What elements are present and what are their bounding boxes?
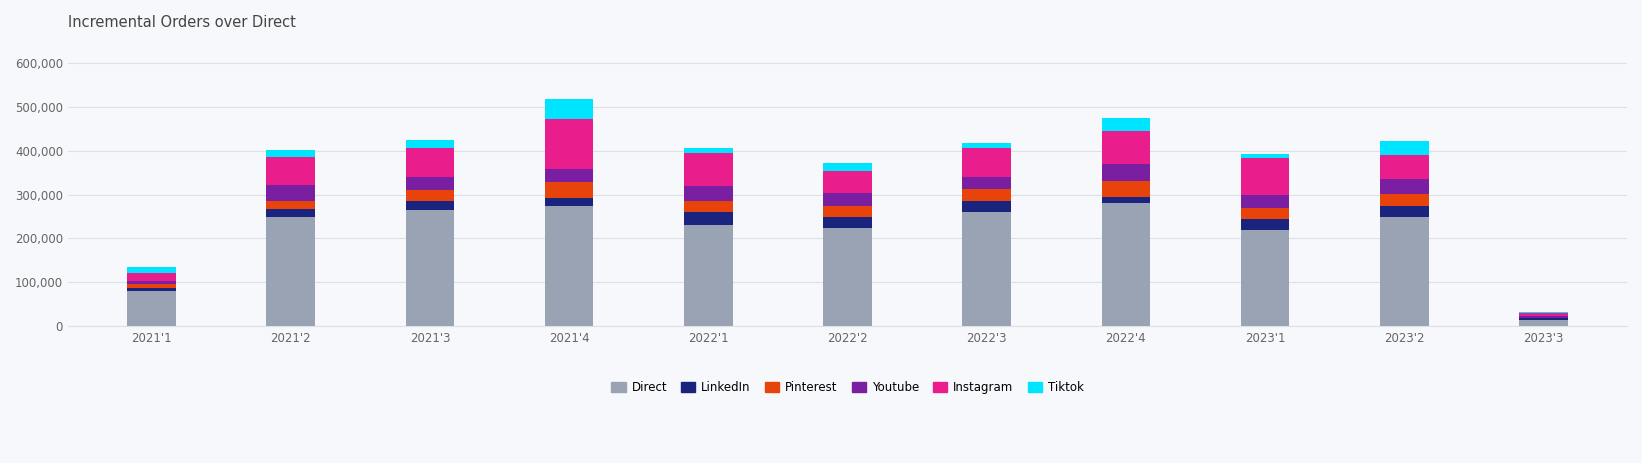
Bar	[1379, 141, 1429, 155]
Bar	[266, 185, 315, 201]
Bar	[823, 227, 872, 326]
Bar	[1102, 197, 1151, 203]
Bar	[266, 201, 315, 209]
Bar	[685, 201, 732, 212]
Bar	[1379, 194, 1429, 206]
Bar	[1519, 313, 1568, 316]
Bar	[685, 153, 732, 186]
Bar	[962, 143, 1011, 148]
Bar	[962, 189, 1011, 201]
Bar	[685, 186, 732, 201]
Legend: Direct, LinkedIn, Pinterest, Youtube, Instagram, Tiktok: Direct, LinkedIn, Pinterest, Youtube, In…	[606, 375, 1090, 400]
Bar	[1241, 195, 1289, 208]
Bar	[962, 148, 1011, 176]
Bar	[406, 140, 455, 149]
Bar	[823, 217, 872, 227]
Bar	[1241, 158, 1289, 195]
Bar	[685, 225, 732, 326]
Bar	[823, 206, 872, 217]
Bar	[1519, 319, 1568, 320]
Bar	[1241, 154, 1289, 158]
Bar	[1241, 230, 1289, 326]
Bar	[1241, 219, 1289, 230]
Bar	[545, 169, 593, 182]
Bar	[1519, 316, 1568, 318]
Bar	[406, 177, 455, 190]
Bar	[545, 99, 593, 119]
Bar	[126, 288, 176, 291]
Bar	[823, 193, 872, 206]
Bar	[1102, 164, 1151, 181]
Bar	[266, 209, 315, 217]
Bar	[126, 268, 176, 273]
Bar	[406, 149, 455, 177]
Bar	[1379, 218, 1429, 326]
Bar	[406, 201, 455, 210]
Bar	[1519, 312, 1568, 313]
Bar	[823, 171, 872, 193]
Bar	[1519, 318, 1568, 319]
Bar	[685, 149, 732, 153]
Bar	[126, 284, 176, 288]
Bar	[1379, 206, 1429, 218]
Bar	[962, 176, 1011, 189]
Bar	[1241, 208, 1289, 219]
Bar	[1102, 181, 1151, 197]
Bar	[266, 217, 315, 326]
Bar	[406, 190, 455, 201]
Bar	[1379, 179, 1429, 194]
Bar	[126, 273, 176, 281]
Bar	[1102, 131, 1151, 164]
Bar	[545, 198, 593, 206]
Bar	[962, 201, 1011, 212]
Bar	[685, 212, 732, 225]
Bar	[1102, 203, 1151, 326]
Bar	[266, 150, 315, 157]
Bar	[406, 210, 455, 326]
Bar	[1519, 320, 1568, 326]
Bar	[962, 212, 1011, 326]
Bar	[1379, 155, 1429, 179]
Bar	[1102, 118, 1151, 131]
Bar	[126, 291, 176, 326]
Bar	[545, 206, 593, 326]
Bar	[545, 182, 593, 198]
Bar	[266, 157, 315, 185]
Bar	[126, 281, 176, 284]
Bar	[823, 163, 872, 171]
Text: Incremental Orders over Direct: Incremental Orders over Direct	[67, 15, 296, 30]
Bar	[545, 119, 593, 169]
